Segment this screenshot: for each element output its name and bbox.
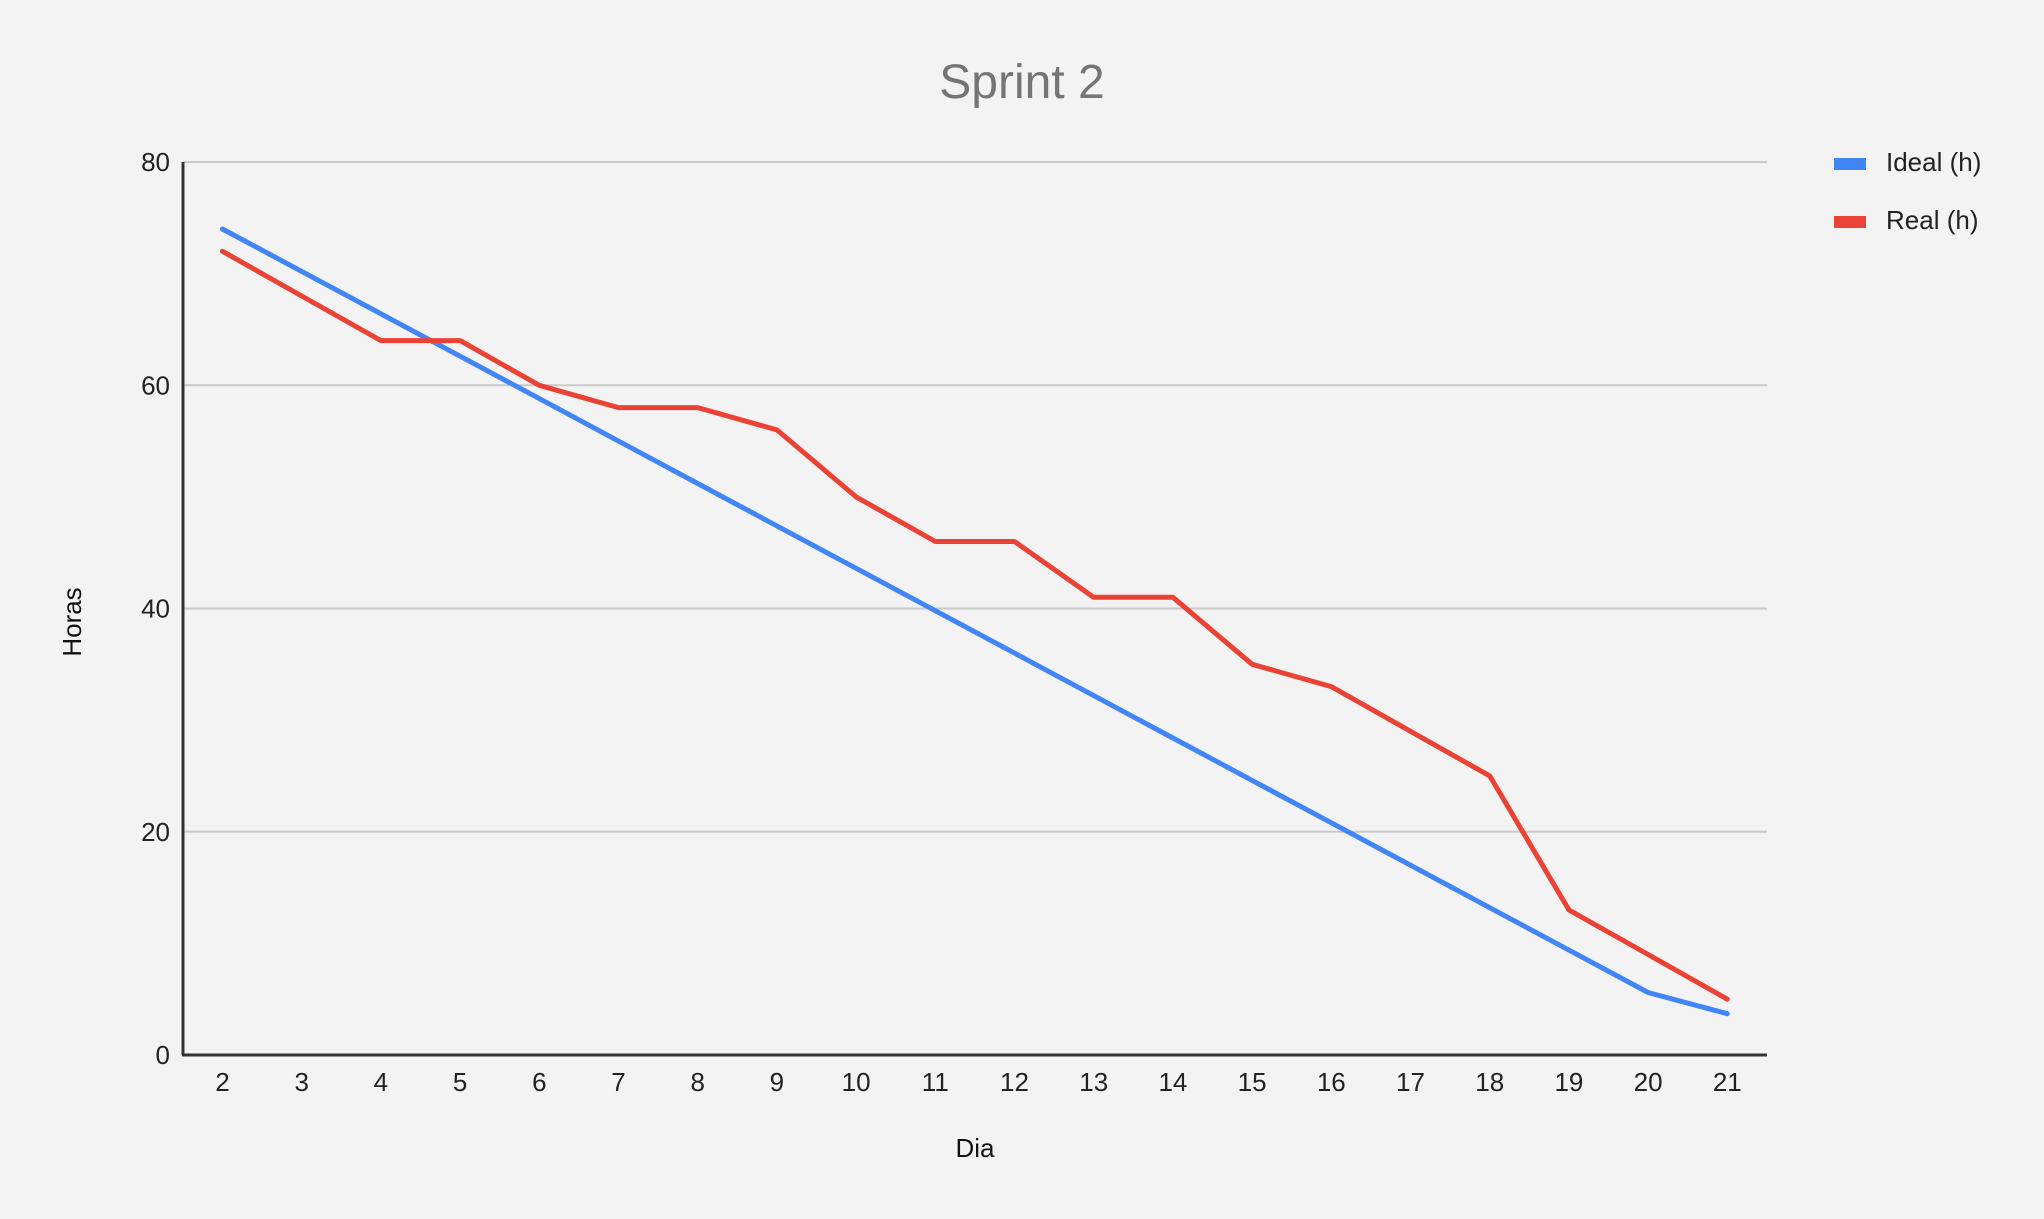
x-tick-label: 6 bbox=[532, 1067, 546, 1097]
x-tick-label: 4 bbox=[374, 1067, 388, 1097]
x-tick-label: 11 bbox=[922, 1067, 949, 1097]
x-tick-label: 13 bbox=[1079, 1067, 1108, 1097]
x-tick-label: 20 bbox=[1634, 1067, 1663, 1097]
legend: Ideal (h) Real (h) bbox=[1834, 147, 1981, 235]
x-tick-label: 19 bbox=[1554, 1067, 1583, 1097]
x-tick-label: 9 bbox=[770, 1067, 784, 1097]
legend-swatch-ideal-h bbox=[1834, 158, 1866, 170]
x-tick-label: 14 bbox=[1158, 1067, 1187, 1097]
x-tick-label: 2 bbox=[215, 1067, 229, 1097]
y-axis-label: Horas bbox=[57, 587, 87, 656]
x-tick-label: 16 bbox=[1317, 1067, 1346, 1097]
legend-label-ideal-h: Ideal (h) bbox=[1886, 147, 1981, 177]
x-tick-label: 12 bbox=[1000, 1067, 1029, 1097]
x-tick-label: 5 bbox=[453, 1067, 467, 1097]
y-tick-label: 20 bbox=[141, 817, 170, 847]
series-lines bbox=[220, 226, 1730, 1017]
series-line-ideal-h bbox=[220, 226, 1730, 1017]
x-tick-labels: 2 3 4 5 6 7 8 9 10 11 12 13 14 15 16 17 18 19 20 21 bbox=[215, 1067, 1741, 1097]
x-tick-label: 10 bbox=[842, 1067, 871, 1097]
y-tick-label: 0 bbox=[156, 1040, 170, 1070]
y-tick-labels: 0 20 40 60 80 bbox=[141, 147, 170, 1070]
x-tick-label: 15 bbox=[1238, 1067, 1267, 1097]
x-tick-label: 18 bbox=[1475, 1067, 1504, 1097]
x-tick-label: 7 bbox=[611, 1067, 625, 1097]
y-tick-label: 40 bbox=[141, 594, 170, 624]
x-tick-label: 21 bbox=[1713, 1067, 1742, 1097]
x-axis-label: Dia bbox=[955, 1133, 995, 1163]
legend-swatch-real-h bbox=[1834, 216, 1866, 228]
x-tick-label: 17 bbox=[1396, 1067, 1425, 1097]
gridlines bbox=[183, 161, 1767, 833]
y-tick-label: 80 bbox=[141, 147, 170, 177]
legend-label-real-h: Real (h) bbox=[1886, 205, 1978, 235]
y-tick-label: 60 bbox=[141, 370, 170, 400]
series-line-real-h bbox=[220, 248, 1730, 1002]
chart-title: Sprint 2 bbox=[939, 56, 1104, 109]
x-tick-label: 3 bbox=[294, 1067, 308, 1097]
x-tick-label: 8 bbox=[690, 1067, 704, 1097]
